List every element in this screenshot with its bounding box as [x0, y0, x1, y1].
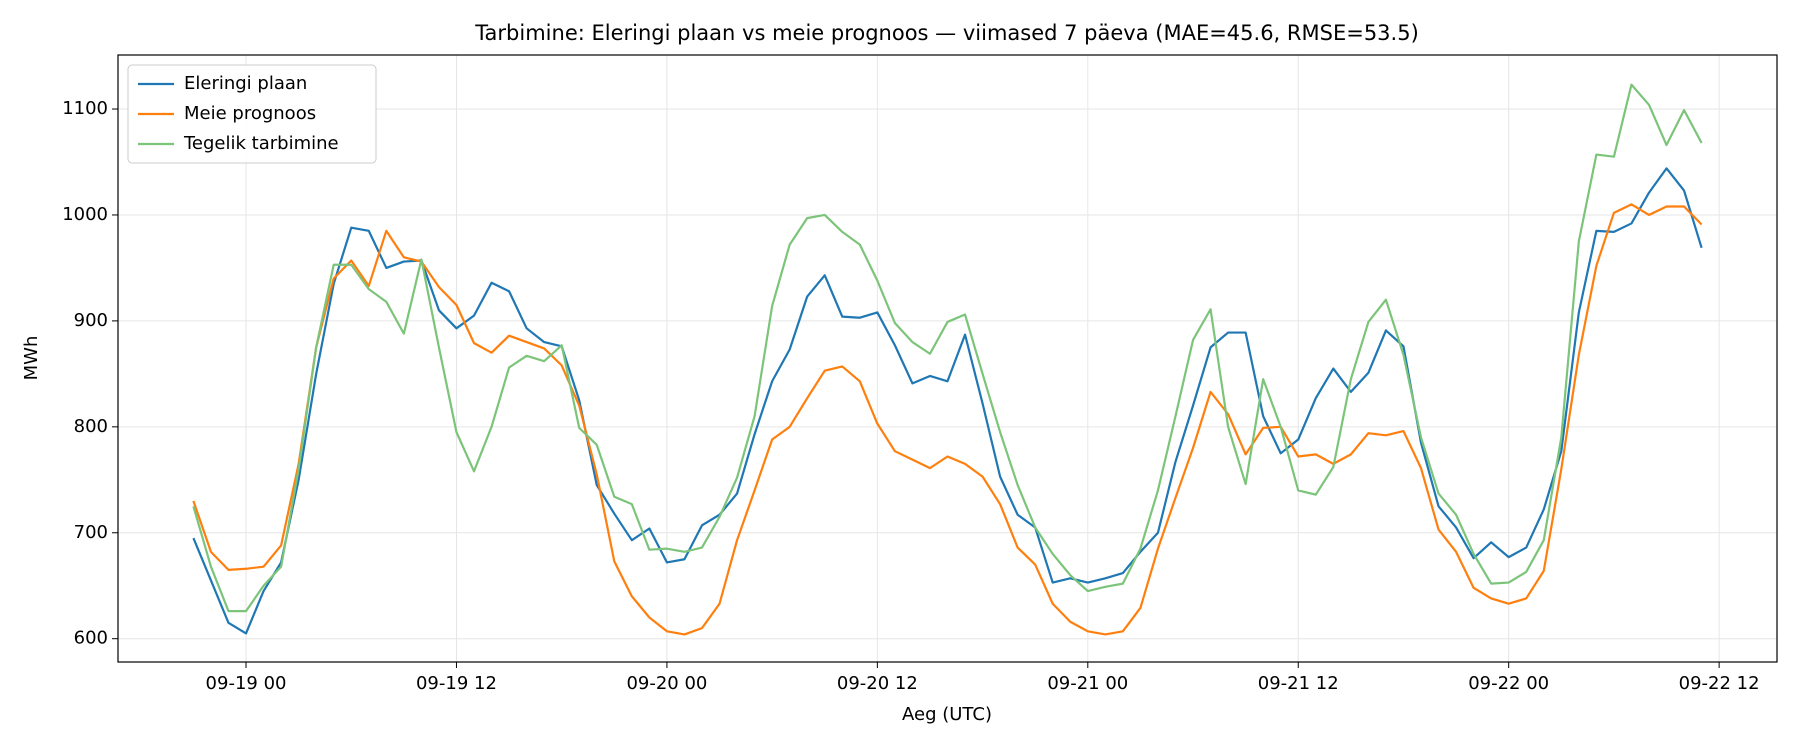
line-series [192, 83, 1703, 613]
x-tick-label: 09-22 12 [1679, 673, 1760, 694]
y-tick-label: 1100 [62, 98, 108, 119]
x-tick-label: 09-20 00 [626, 673, 707, 694]
x-tick-label: 09-21 12 [1258, 673, 1339, 694]
legend-label: Tegelik tarbimine [183, 133, 339, 154]
x-tick-label: 09-20 12 [837, 673, 918, 694]
legend-box [127, 64, 377, 164]
line-series [192, 203, 1703, 636]
y-tick-label: 600 [74, 628, 108, 649]
y-axis-label: MWh [21, 336, 42, 381]
legend-label: Meie prognoos [184, 103, 316, 124]
chart-title: Tarbimine: Eleringi plaan vs meie progno… [474, 21, 1419, 45]
line-series [192, 167, 1703, 635]
x-tick-label: 09-19 12 [416, 673, 497, 694]
x-tick-label: 09-19 00 [206, 673, 287, 694]
x-axis-label: Aeg (UTC) [902, 704, 992, 725]
y-tick-label: 700 [74, 522, 108, 543]
y-tick-label: 900 [74, 310, 108, 331]
x-tick-label: 09-21 00 [1047, 673, 1128, 694]
legend-label: Eleringi plaan [184, 73, 307, 94]
plot-frame [117, 54, 1778, 663]
y-tick-label: 1000 [62, 204, 108, 225]
x-tick-label: 09-22 00 [1468, 673, 1549, 694]
y-tick-label: 800 [74, 416, 108, 437]
